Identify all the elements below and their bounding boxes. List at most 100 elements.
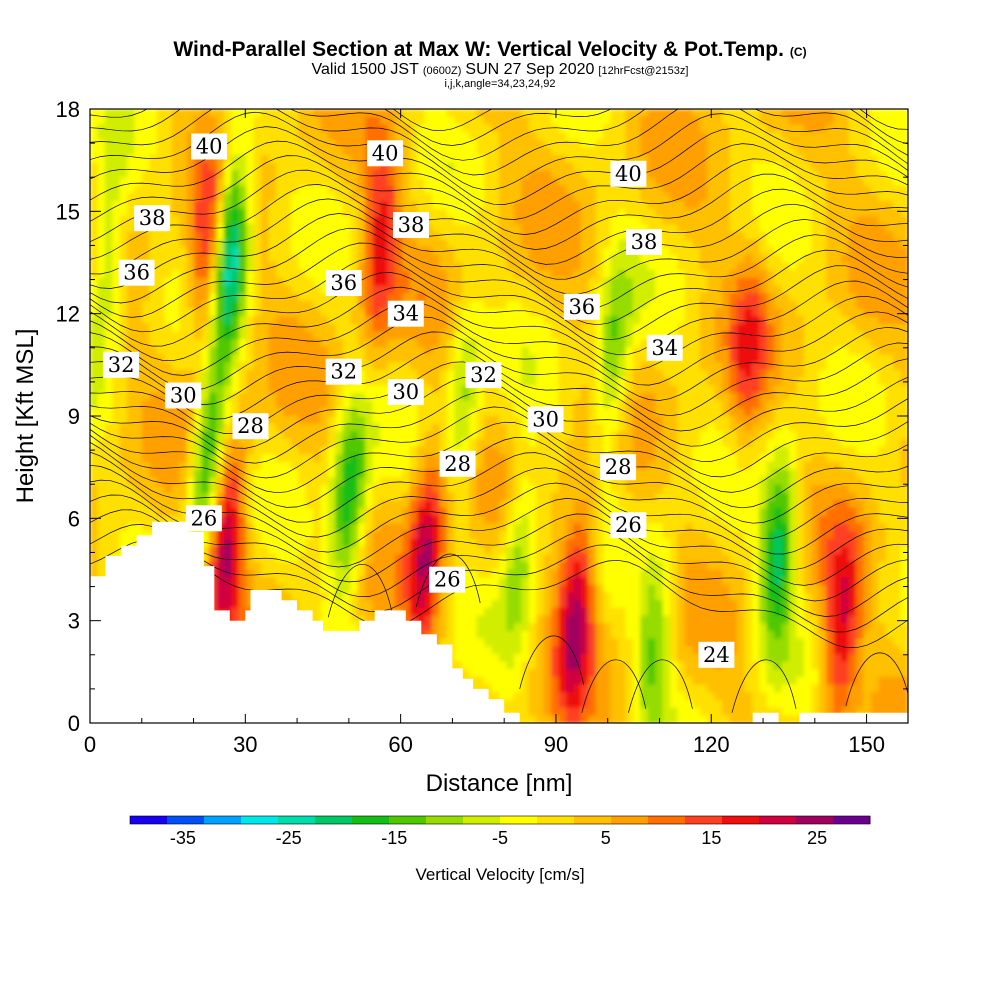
heatmap-cell (216, 277, 225, 287)
heatmap-cell (781, 331, 790, 341)
heatmap-cell (580, 408, 590, 417)
heatmap-cell (290, 385, 300, 394)
heatmap-cell (446, 346, 456, 356)
heatmap-cell (528, 339, 537, 348)
heatmap-cell (186, 201, 195, 210)
heatmap-cell (112, 178, 121, 187)
heatmap-cell (640, 224, 649, 233)
heatmap-cell (677, 201, 686, 210)
heatmap-cell (238, 369, 247, 379)
heatmap-cell (335, 300, 344, 310)
heatmap-cell (855, 431, 865, 440)
heatmap-cell (870, 323, 880, 333)
heatmap-cell (305, 354, 314, 364)
heatmap-cell (744, 109, 753, 118)
heatmap-cell (313, 316, 322, 325)
heatmap-cell (97, 285, 106, 294)
heatmap-cell (194, 193, 203, 202)
heatmap-cell (454, 431, 463, 440)
heatmap-cell (380, 116, 389, 126)
heatmap-cell (640, 185, 649, 195)
heatmap-cell (268, 201, 277, 210)
heatmap-cell (811, 285, 820, 294)
heatmap-cell (484, 392, 493, 402)
heatmap-cell (662, 178, 671, 187)
heatmap-cell (127, 178, 136, 187)
heatmap-cell (677, 132, 686, 141)
heatmap-cell (617, 377, 627, 387)
heatmap-cell (558, 339, 567, 348)
heatmap-cell (461, 392, 471, 402)
heatmap-cell (803, 323, 813, 333)
heatmap-cell (684, 377, 694, 387)
heatmap-cell (380, 400, 389, 410)
heatmap-cell (194, 362, 203, 371)
heatmap-cell (268, 254, 277, 264)
heatmap-cell (446, 300, 456, 310)
heatmap-cell (112, 155, 121, 164)
heatmap-cell (595, 247, 604, 256)
heatmap-cell (350, 116, 359, 126)
heatmap-cell (885, 323, 894, 333)
heatmap-cell (142, 185, 151, 195)
heatmap-cell (320, 170, 329, 179)
heatmap-cell (558, 139, 567, 149)
heatmap-cell (885, 346, 894, 356)
heatmap-cell (543, 147, 552, 156)
heatmap-cell (729, 439, 738, 448)
heatmap-cell (610, 300, 619, 310)
heatmap-cell (223, 285, 233, 294)
heatmap-cell (521, 262, 530, 271)
heatmap-cell (104, 170, 114, 179)
heatmap-cell (313, 308, 322, 318)
heatmap-cell (818, 446, 827, 456)
heatmap-cell (90, 323, 99, 333)
heatmap-cell (759, 316, 768, 325)
heatmap-cell (551, 400, 560, 410)
heatmap-cell (454, 201, 463, 210)
heatmap-cell (231, 369, 240, 379)
heatmap-cell (558, 224, 567, 233)
heatmap-cell (729, 193, 738, 202)
heatmap-cell (863, 109, 872, 118)
heatmap-cell (565, 185, 575, 195)
heatmap-cell (253, 323, 262, 333)
heatmap-cell (350, 193, 359, 202)
heatmap-cell (848, 339, 857, 348)
heatmap-cell (595, 139, 604, 149)
heatmap-cell (878, 224, 887, 233)
heatmap-cell (290, 408, 300, 417)
heatmap-cell (380, 416, 389, 425)
heatmap-cell (565, 392, 575, 402)
heatmap-cell (885, 262, 894, 271)
heatmap-cell (149, 369, 158, 379)
heatmap-cell (305, 231, 314, 241)
heatmap-cell (729, 185, 738, 195)
heatmap-cell (320, 400, 329, 410)
heatmap-cell (863, 193, 872, 202)
heatmap-cell (766, 224, 775, 233)
heatmap-cell (417, 346, 426, 356)
heatmap-cell (357, 170, 366, 179)
heatmap-cell (350, 231, 359, 241)
heatmap-cell (796, 362, 805, 371)
heatmap-cell (736, 369, 746, 379)
heatmap-cell (863, 400, 872, 410)
heatmap-cell (320, 262, 329, 271)
heatmap-cell (677, 162, 686, 172)
heatmap-cell (640, 354, 649, 364)
heatmap-cell (439, 162, 448, 172)
heatmap-cell (588, 270, 597, 279)
heatmap-cell (558, 316, 567, 325)
heatmap-cell (603, 224, 612, 233)
heatmap-cell (551, 369, 560, 379)
heatmap-cell (580, 109, 590, 118)
heatmap-cell (380, 178, 389, 187)
heatmap-cell (595, 316, 604, 325)
heatmap-cell (699, 262, 709, 271)
heatmap-cell (878, 285, 887, 294)
heatmap-cell (885, 408, 894, 417)
heatmap-cell (707, 216, 716, 225)
heatmap-cell (789, 385, 798, 394)
heatmap-cell (119, 193, 128, 202)
